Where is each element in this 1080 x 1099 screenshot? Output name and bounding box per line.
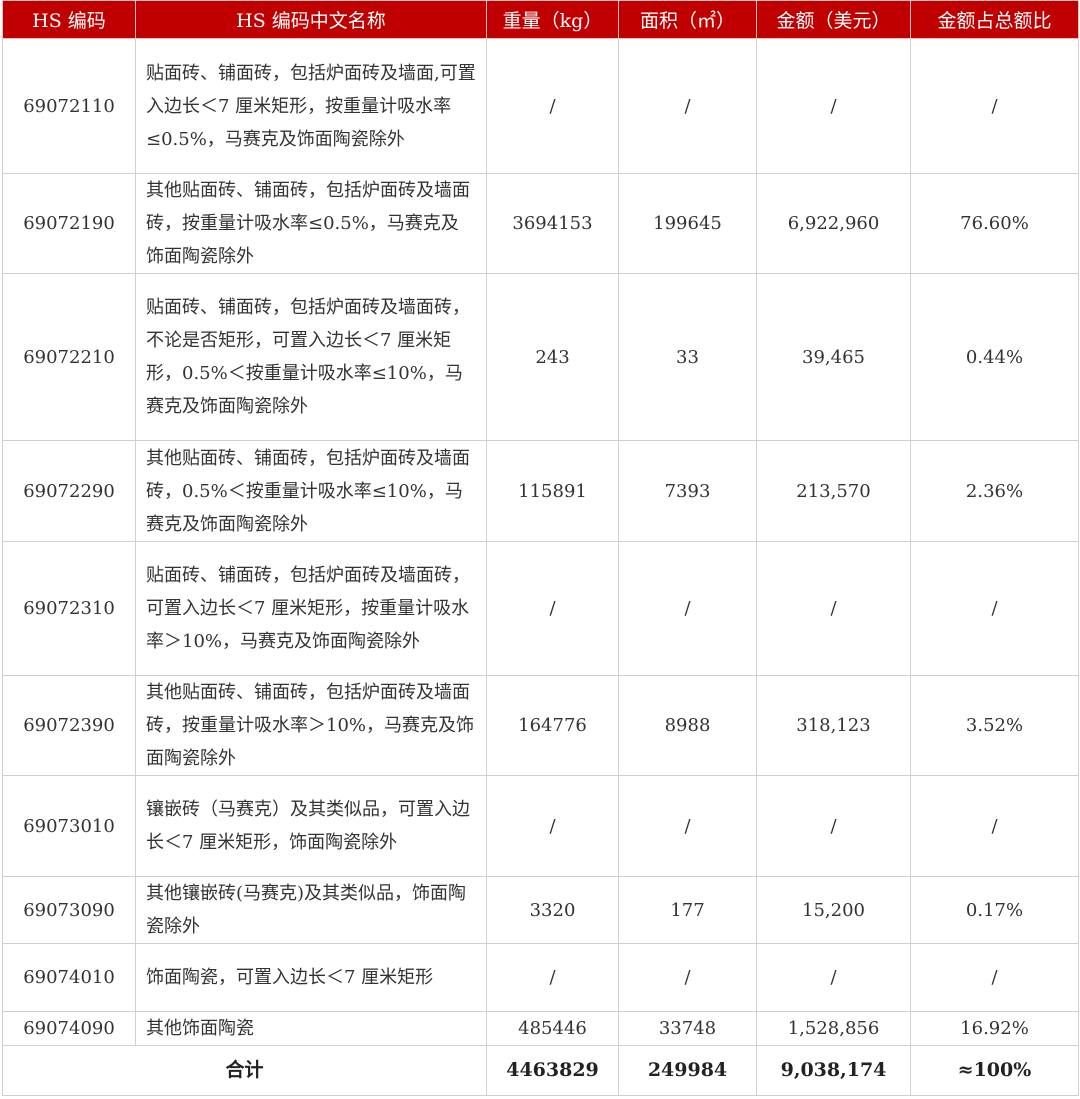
area-cell: 199645 bbox=[618, 173, 757, 274]
weight-cell: / bbox=[486, 541, 619, 676]
hs-code-cell: 69073090 bbox=[2, 876, 136, 944]
weight-cell: / bbox=[486, 38, 619, 174]
table-row: 69072310 贴面砖、铺面砖，包括炉面砖及墙面砖，可置入边长＜7 厘米矩形，按… bbox=[2, 541, 1079, 676]
total-share: ≈100% bbox=[910, 1045, 1079, 1096]
share-cell: 16.92% bbox=[910, 1011, 1079, 1046]
header-row: HS 编码 HS 编码中文名称 重量（kg） 面积（㎡） 金额（美元） 金额占总… bbox=[2, 0, 1079, 39]
table-row: 69074090 其他饰面陶瓷 485446 33748 1,528,856 16.92% bbox=[2, 1011, 1079, 1046]
header-weight: 重量（kg） bbox=[486, 0, 619, 39]
total-row: 合计 4463829 249984 9,038,174 ≈100% bbox=[2, 1045, 1079, 1096]
area-cell: 177 bbox=[618, 876, 757, 944]
amount-cell: / bbox=[756, 943, 911, 1012]
area-cell: 33 bbox=[618, 273, 757, 441]
area-cell: 33748 bbox=[618, 1011, 757, 1046]
amount-cell: / bbox=[756, 541, 911, 676]
amount-cell: 1,528,856 bbox=[756, 1011, 911, 1046]
hs-name-cell: 其他饰面陶瓷 bbox=[135, 1011, 487, 1046]
table-row: 69072110 贴面砖、铺面砖，包括炉面砖及墙面,可置入边长＜7 厘米矩形，按重… bbox=[2, 38, 1079, 174]
hs-name-cell: 其他贴面砖、铺面砖，包括炉面砖及墙面砖，按重量计吸水率≤0.5%，马赛克及饰面陶… bbox=[135, 173, 487, 274]
total-weight: 4463829 bbox=[486, 1045, 619, 1096]
header-amount: 金额（美元） bbox=[756, 0, 911, 39]
table-row: 69074010 饰面陶瓷，可置入边长＜7 厘米矩形 / / / / bbox=[2, 943, 1079, 1012]
area-cell: / bbox=[618, 775, 757, 877]
table-row: 69072210 贴面砖、铺面砖，包括炉面砖及墙面砖，不论是否矩形，可置入边长＜7… bbox=[2, 273, 1079, 441]
area-cell: / bbox=[618, 38, 757, 174]
share-cell: / bbox=[910, 775, 1079, 877]
total-amount: 9,038,174 bbox=[756, 1045, 911, 1096]
amount-cell: 39,465 bbox=[756, 273, 911, 441]
amount-cell: / bbox=[756, 38, 911, 174]
share-cell: / bbox=[910, 943, 1079, 1012]
header-hs-code: HS 编码 bbox=[2, 0, 136, 39]
table-row: 69072290 其他贴面砖、铺面砖，包括炉面砖及墙面砖，0.5%＜按重量计吸水率… bbox=[2, 440, 1079, 542]
weight-cell: 243 bbox=[486, 273, 619, 441]
amount-cell: 213,570 bbox=[756, 440, 911, 542]
share-cell: 2.36% bbox=[910, 440, 1079, 542]
amount-cell: / bbox=[756, 775, 911, 877]
header-share: 金额占总额比 bbox=[910, 0, 1079, 39]
hs-name-cell: 贴面砖、铺面砖，包括炉面砖及墙面,可置入边长＜7 厘米矩形，按重量计吸水率≤0.… bbox=[135, 38, 487, 174]
table-row: 69072190 其他贴面砖、铺面砖，包括炉面砖及墙面砖，按重量计吸水率≤0.5%… bbox=[2, 173, 1079, 274]
weight-cell: 3320 bbox=[486, 876, 619, 944]
amount-cell: 318,123 bbox=[756, 675, 911, 776]
header-hs-name: HS 编码中文名称 bbox=[135, 0, 487, 39]
area-cell: 7393 bbox=[618, 440, 757, 542]
area-cell: / bbox=[618, 943, 757, 1012]
hs-code-cell: 69072290 bbox=[2, 440, 136, 542]
hs-name-cell: 贴面砖、铺面砖，包括炉面砖及墙面砖，不论是否矩形，可置入边长＜7 厘米矩形，0.… bbox=[135, 273, 487, 441]
hs-name-cell: 饰面陶瓷，可置入边长＜7 厘米矩形 bbox=[135, 943, 487, 1012]
share-cell: / bbox=[910, 541, 1079, 676]
weight-cell: 485446 bbox=[486, 1011, 619, 1046]
area-cell: / bbox=[618, 541, 757, 676]
hs-code-cell: 69072110 bbox=[2, 38, 136, 174]
amount-cell: 15,200 bbox=[756, 876, 911, 944]
hs-name-cell: 贴面砖、铺面砖，包括炉面砖及墙面砖，可置入边长＜7 厘米矩形，按重量计吸水率＞1… bbox=[135, 541, 487, 676]
hs-code-cell: 69073010 bbox=[2, 775, 136, 877]
amount-cell: 6,922,960 bbox=[756, 173, 911, 274]
share-cell: 0.17% bbox=[910, 876, 1079, 944]
weight-cell: 3694153 bbox=[486, 173, 619, 274]
table-row: 69072390 其他贴面砖、铺面砖，包括炉面砖及墙面砖，按重量计吸水率＞10%，… bbox=[2, 675, 1079, 776]
total-label: 合计 bbox=[2, 1045, 487, 1096]
weight-cell: / bbox=[486, 943, 619, 1012]
hs-name-cell: 其他贴面砖、铺面砖，包括炉面砖及墙面砖，0.5%＜按重量计吸水率≤10%，马赛克… bbox=[135, 440, 487, 542]
hs-code-cell: 69072310 bbox=[2, 541, 136, 676]
hs-name-cell: 其他贴面砖、铺面砖，包括炉面砖及墙面砖，按重量计吸水率＞10%，马赛克及饰面陶瓷… bbox=[135, 675, 487, 776]
hs-code-cell: 69074090 bbox=[2, 1011, 136, 1046]
share-cell: / bbox=[910, 38, 1079, 174]
weight-cell: 115891 bbox=[486, 440, 619, 542]
header-area: 面积（㎡） bbox=[618, 0, 757, 39]
hs-code-cell: 69072190 bbox=[2, 173, 136, 274]
total-area: 249984 bbox=[618, 1045, 757, 1096]
table-row: 69073010 镶嵌砖（马赛克）及其类似品，可置入边长＜7 厘米矩形，饰面陶瓷除… bbox=[2, 775, 1079, 877]
weight-cell: 164776 bbox=[486, 675, 619, 776]
share-cell: 76.60% bbox=[910, 173, 1079, 274]
hs-code-cell: 69072390 bbox=[2, 675, 136, 776]
share-cell: 0.44% bbox=[910, 273, 1079, 441]
weight-cell: / bbox=[486, 775, 619, 877]
hs-name-cell: 其他镶嵌砖(马赛克)及其类似品，饰面陶瓷除外 bbox=[135, 876, 487, 944]
area-cell: 8988 bbox=[618, 675, 757, 776]
table-row: 69073090 其他镶嵌砖(马赛克)及其类似品，饰面陶瓷除外 3320 177 15,… bbox=[2, 876, 1079, 944]
share-cell: 3.52% bbox=[910, 675, 1079, 776]
hs-code-cell: 69072210 bbox=[2, 273, 136, 441]
hs-name-cell: 镶嵌砖（马赛克）及其类似品，可置入边长＜7 厘米矩形，饰面陶瓷除外 bbox=[135, 775, 487, 877]
hs-code-cell: 69074010 bbox=[2, 943, 136, 1012]
